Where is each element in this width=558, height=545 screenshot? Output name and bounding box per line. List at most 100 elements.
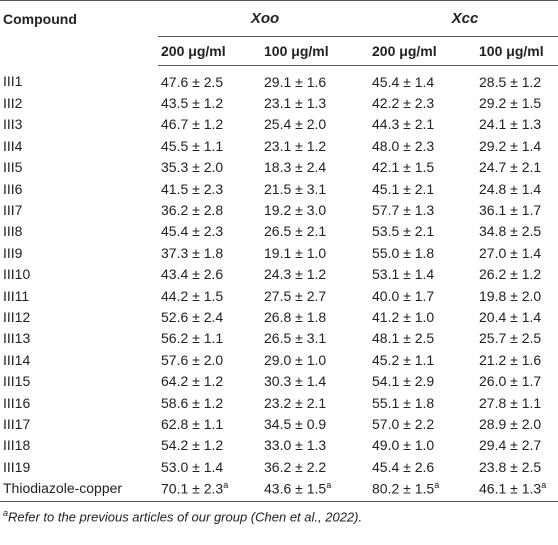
cell-text: 70.1 ± 2.3 xyxy=(161,480,224,497)
table-cell: 45.4 ± 2.6 xyxy=(372,458,435,475)
table-cell: III13 xyxy=(3,330,31,347)
table-cell: 58.6 ± 1.2 xyxy=(161,394,224,411)
table-row: III17 62.8 ± 1.1 34.5 ± 0.9 57.0 ± 2.2 28.9 … xyxy=(0,413,558,434)
table-cell: III14 xyxy=(3,351,31,368)
table-cell: 18.3 ± 2.4 xyxy=(264,159,327,176)
table-cell: 36.2 ± 2.2 xyxy=(264,458,327,475)
table-cell: 45.4 ± 1.4 xyxy=(372,73,435,90)
table-cell: 46.1 ± 1.3a xyxy=(476,477,558,502)
table-cell: III10 xyxy=(3,266,31,283)
table-cell: III5 xyxy=(3,159,23,176)
table-cell: III1 xyxy=(3,73,23,90)
table-cell: 47.6 ± 2.5 xyxy=(161,73,224,90)
table-row: III2 43.5 ± 1.2 23.1 ± 1.3 42.2 ± 2.3 29.2 ±… xyxy=(0,92,558,113)
table-cell: 44.2 ± 1.5 xyxy=(161,287,224,304)
table-row: III16 58.6 ± 1.2 23.2 ± 2.1 55.1 ± 1.8 27.8 … xyxy=(0,392,558,413)
table-cell: 24.8 ± 1.4 xyxy=(479,180,542,197)
table-row: III8 45.4 ± 2.3 26.5 ± 2.1 53.5 ± 2.1 34.8 ±… xyxy=(0,221,558,242)
table-cell: 26.8 ± 1.8 xyxy=(264,308,327,325)
table-row: III11 44.2 ± 1.5 27.5 ± 2.7 40.0 ± 1.7 19.8 … xyxy=(0,285,558,306)
table-cell: 27.8 ± 1.1 xyxy=(479,394,542,411)
table-cell: 43.4 ± 2.6 xyxy=(161,266,224,283)
table-cell: 44.3 ± 2.1 xyxy=(372,116,435,133)
table-row: III5 35.3 ± 2.0 18.3 ± 2.4 42.1 ± 1.5 24.7 ±… xyxy=(0,157,558,178)
table-cell: 25.7 ± 2.5 xyxy=(479,330,542,347)
table-row: III18 54.2 ± 1.2 33.0 ± 1.3 49.0 ± 1.0 29.4 … xyxy=(0,435,558,456)
table-cell: III3 xyxy=(3,116,23,133)
table-cell: 62.8 ± 1.1 xyxy=(161,415,224,432)
table-cell: 42.2 ± 2.3 xyxy=(372,95,435,112)
table-cell: 24.3 ± 1.2 xyxy=(264,266,327,283)
table-body: III1 47.6 ± 2.5 29.1 ± 1.6 45.4 ± 1.4 28.5 ±… xyxy=(0,66,558,502)
table-cell: 23.2 ± 2.1 xyxy=(264,394,327,411)
table-cell: 53.5 ± 2.1 xyxy=(372,223,435,240)
subheader-cell: 200 μg/ml xyxy=(369,36,476,66)
table-cell: 27.0 ± 1.4 xyxy=(479,244,542,261)
table-cell: 48.0 ± 2.3 xyxy=(372,137,435,154)
footnote-text: Refer to the previous articles of our gr… xyxy=(8,509,363,525)
table-row: III9 37.3 ± 1.8 19.1 ± 1.0 55.0 ± 1.8 27.0 ±… xyxy=(0,242,558,263)
cell-text: 43.6 ± 1.5 xyxy=(264,480,327,497)
table-cell: 45.5 ± 1.1 xyxy=(161,137,224,154)
footnote-mark: a xyxy=(3,507,9,518)
table-cell: 43.5 ± 1.2 xyxy=(161,95,224,112)
table-cell: III9 xyxy=(3,244,23,261)
table-row: III13 56.2 ± 1.1 26.5 ± 3.1 48.1 ± 2.5 25.7 … xyxy=(0,328,558,349)
table-cell: 27.5 ± 2.7 xyxy=(264,287,327,304)
table-cell: 19.2 ± 3.0 xyxy=(264,202,327,219)
table-cell: 45.4 ± 2.3 xyxy=(161,223,224,240)
table-cell: 25.4 ± 2.0 xyxy=(264,116,327,133)
table-cell: 80.2 ± 1.5a xyxy=(369,477,476,502)
table-cell: 42.1 ± 1.5 xyxy=(372,159,435,176)
table-cell: 36.2 ± 2.8 xyxy=(161,202,224,219)
table-cell: 54.1 ± 2.9 xyxy=(372,373,435,390)
table-cell: 56.2 ± 1.1 xyxy=(161,330,224,347)
table-cell: 19.1 ± 1.0 xyxy=(264,244,327,261)
table-cell: 33.0 ± 1.3 xyxy=(264,437,327,454)
table-cell: 24.7 ± 2.1 xyxy=(479,159,542,176)
table-cell: 37.3 ± 1.8 xyxy=(161,244,224,261)
header-cell: Compound xyxy=(0,0,158,66)
table-row: III12 52.6 ± 2.4 26.8 ± 1.8 41.2 ± 1.0 20.4 … xyxy=(0,306,558,327)
table-cell: 41.5 ± 2.3 xyxy=(161,180,224,197)
table-cell: 48.1 ± 2.5 xyxy=(372,330,435,347)
table-cell: 57.0 ± 2.2 xyxy=(372,415,435,432)
table-row: III1 47.6 ± 2.5 29.1 ± 1.6 45.4 ± 1.4 28.5 ±… xyxy=(0,66,558,93)
cell-note-mark: a xyxy=(434,479,440,490)
table-row: III4 45.5 ± 1.1 23.1 ± 1.2 48.0 ± 2.3 29.2 ±… xyxy=(0,135,558,156)
table-cell: 52.6 ± 2.4 xyxy=(161,308,224,325)
table-cell: 26.5 ± 3.1 xyxy=(264,330,327,347)
table-cell: 45.2 ± 1.1 xyxy=(372,351,435,368)
table-cell: 21.2 ± 1.6 xyxy=(479,351,542,368)
table-row: III10 43.4 ± 2.6 24.3 ± 1.2 53.1 ± 1.4 26.2 … xyxy=(0,264,558,285)
footnote: aRefer to the previous articles of our g… xyxy=(0,502,558,524)
header-cell: Xoo xyxy=(158,0,369,37)
subheader-cell: 100 μg/ml xyxy=(476,36,558,66)
table-cell: III8 xyxy=(3,223,23,240)
table-cell: 26.2 ± 1.2 xyxy=(479,266,542,283)
table-cell: 54.2 ± 1.2 xyxy=(161,437,224,454)
table-cell: 28.9 ± 2.0 xyxy=(479,415,542,432)
table-cell: 35.3 ± 2.0 xyxy=(161,159,224,176)
table-cell: 26.5 ± 2.1 xyxy=(264,223,327,240)
subheader-cell: 200 μg/ml xyxy=(158,36,261,66)
table-cell: III16 xyxy=(3,394,31,411)
table-cell: III11 xyxy=(3,287,30,304)
table-row: III3 46.7 ± 1.2 25.4 ± 2.0 44.3 ± 2.1 24.1 ±… xyxy=(0,114,558,135)
table-cell: 53.1 ± 1.4 xyxy=(372,266,435,283)
table-cell: 64.2 ± 1.2 xyxy=(161,373,224,390)
table-cell: 29.0 ± 1.0 xyxy=(264,351,327,368)
cell-note-mark: a xyxy=(223,479,229,490)
table-cell: Thiodiazole-copper xyxy=(0,477,158,502)
cell-text: 46.1 ± 1.3 xyxy=(479,480,542,497)
cell-note-mark: a xyxy=(541,479,547,490)
table-cell: 41.2 ± 1.0 xyxy=(372,308,435,325)
table-cell: 46.7 ± 1.2 xyxy=(161,116,224,133)
table-cell: 40.0 ± 1.7 xyxy=(372,287,435,304)
table-cell: 70.1 ± 2.3a xyxy=(158,477,261,502)
table-cell: 43.6 ± 1.5a xyxy=(261,477,369,502)
table-cell: 34.5 ± 0.9 xyxy=(264,415,327,432)
table-row: III19 53.0 ± 1.4 36.2 ± 2.2 45.4 ± 2.6 23.8 … xyxy=(0,456,558,477)
table-cell: III4 xyxy=(3,137,23,154)
table-cell: 57.6 ± 2.0 xyxy=(161,351,224,368)
